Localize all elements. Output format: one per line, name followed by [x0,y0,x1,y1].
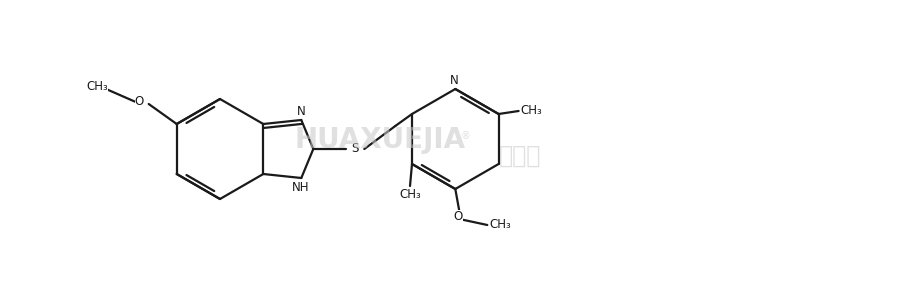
Text: CH₃: CH₃ [86,80,108,93]
Text: ®: ® [460,131,470,141]
Text: 化学加: 化学加 [498,144,540,168]
Text: NH: NH [291,181,309,194]
Text: O: O [453,209,462,223]
Text: N: N [449,74,459,86]
Text: HUAXUEJIA: HUAXUEJIA [294,126,465,154]
Text: O: O [134,95,143,108]
Text: CH₃: CH₃ [489,218,511,232]
Text: CH₃: CH₃ [520,105,542,117]
Text: N: N [297,105,305,118]
Text: CH₃: CH₃ [399,187,420,201]
Text: S: S [351,142,358,156]
